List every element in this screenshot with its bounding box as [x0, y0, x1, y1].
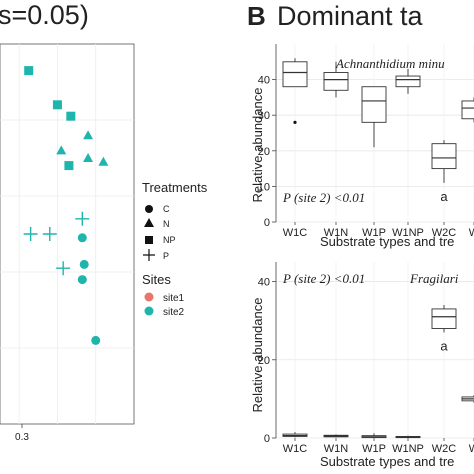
scatter-point-c: [91, 335, 101, 345]
legend-label-c: C: [163, 204, 170, 214]
legend-label-n: N: [163, 219, 170, 229]
box-body: [461, 100, 474, 120]
legend-label-site2: site2: [163, 307, 185, 318]
panel-a-legend: Treatments C N NP P Sites site1 site2: [142, 180, 208, 318]
legend-item-site1: site1: [144, 292, 185, 304]
legend-triangle-icon: [144, 218, 154, 227]
legend-item-np: NP: [145, 235, 176, 245]
box-body: [431, 308, 457, 329]
scatter-point-np: [24, 66, 34, 76]
legend-item-n: N: [144, 218, 170, 229]
legend-item-p: P: [143, 249, 169, 261]
y-tick-label: 20: [258, 146, 270, 158]
box-outlier: [293, 120, 297, 124]
panel-b-bottom-chart: Relative abundance 0 20 40 a P (site 2) <0…: [250, 262, 474, 469]
scatter-point-n: [98, 156, 109, 166]
top-boxes: a: [282, 58, 474, 204]
box-body: [431, 143, 457, 170]
top-p-annotation: P (site 2) <0.01: [282, 190, 365, 205]
site1-color-icon: [144, 292, 154, 302]
panel-b-top-chart: Relative abundance 0 10 20 30 40 a Achnanthi…: [250, 44, 474, 249]
x-tick-label: W1NP: [392, 443, 424, 455]
panel-b-title: Dominant ta: [277, 1, 424, 31]
scatter-point-c: [77, 275, 87, 285]
bottom-boxes: a: [282, 305, 474, 439]
panel-a-x-tick-label: 0.3: [15, 432, 29, 443]
significance-letter: a: [440, 338, 448, 353]
panel-a-plot: 0.3: [0, 43, 135, 443]
y-tick-label: 30: [258, 110, 270, 122]
panel-a-points: [23, 66, 109, 345]
x-tick-label: W1C: [283, 443, 308, 455]
legend-circle-icon: [145, 205, 153, 213]
panel-a-title: s=0.05): [0, 0, 89, 30]
legend-label-site1: site1: [163, 293, 185, 304]
scatter-point-p: [56, 261, 71, 276]
x-tick-label: W2C: [432, 443, 457, 455]
scatter-point-n: [83, 153, 94, 162]
bottom-x-ticks: W1C W1N W1P W1NP W2C W: [283, 438, 474, 455]
scatter-point-c: [77, 233, 87, 243]
box-body: [282, 61, 308, 88]
x-tick-label: W: [469, 443, 474, 455]
scatter-point-p: [23, 227, 38, 241]
legend-plus-icon: [143, 249, 155, 261]
x-tick-label: W1C: [283, 227, 308, 239]
top-y-axis-label: Relative abundance: [250, 88, 265, 203]
x-tick-label: W1P: [362, 443, 386, 455]
legend-item-c: C: [145, 204, 170, 214]
x-tick-label: W1NP: [392, 227, 424, 239]
legend-square-icon: [145, 236, 153, 244]
x-tick-label: W1N: [324, 443, 349, 455]
scatter-point-np: [52, 100, 62, 110]
scatter-point-n: [56, 145, 67, 155]
bottom-p-annotation: P (site 2) <0.01: [282, 271, 365, 286]
bottom-x-axis-label: Substrate types and tre: [320, 454, 454, 469]
plot-background: [276, 262, 474, 438]
top-x-ticks: W1C W1N W1P W1NP W2C W: [283, 222, 474, 239]
x-tick-label: W: [469, 227, 474, 239]
x-tick-label: W1N: [324, 227, 349, 239]
legend-label-p: P: [163, 251, 169, 261]
box-body: [395, 75, 421, 88]
panel-b-letter: B: [247, 1, 266, 31]
scatter-point-np: [64, 161, 74, 171]
x-tick-label: W2C: [432, 227, 457, 239]
site2-color-icon: [144, 306, 154, 316]
y-tick-label: 40: [258, 75, 270, 87]
top-x-axis-label: Substrate types and tre: [320, 234, 454, 249]
y-tick-label: 20: [258, 355, 270, 367]
plot-background: [276, 44, 474, 222]
scatter-point-n: [83, 130, 94, 140]
scatter-point-p: [75, 211, 90, 226]
scatter-point-c: [79, 259, 89, 269]
top-y-ticks: 0 10 20 30 40: [258, 75, 276, 229]
x-tick-label: W1P: [362, 227, 386, 239]
y-tick-label: 10: [258, 181, 270, 193]
y-tick-label: 0: [264, 433, 270, 445]
y-tick-label: 0: [264, 217, 270, 229]
bottom-gridlines: [276, 262, 474, 439]
box-body: [323, 72, 349, 91]
legend-sites-title: Sites: [142, 272, 171, 287]
bottom-species-title: Fragilari: [409, 271, 459, 286]
legend-treatments-title: Treatments: [142, 180, 208, 195]
y-tick-label: 40: [258, 277, 270, 289]
top-species-title: Achnanthidium minu: [335, 56, 445, 71]
significance-letter: a: [440, 189, 448, 204]
panel-a-plot-border: [0, 43, 135, 425]
box-body: [361, 86, 387, 123]
bottom-y-ticks: 0 20 40: [258, 277, 276, 445]
scatter-point-p: [42, 227, 57, 241]
scatter-point-np: [66, 111, 76, 121]
legend-item-site2: site2: [144, 306, 185, 318]
legend-label-np: NP: [163, 235, 176, 245]
bottom-y-axis-label: Relative abundance: [250, 298, 265, 413]
